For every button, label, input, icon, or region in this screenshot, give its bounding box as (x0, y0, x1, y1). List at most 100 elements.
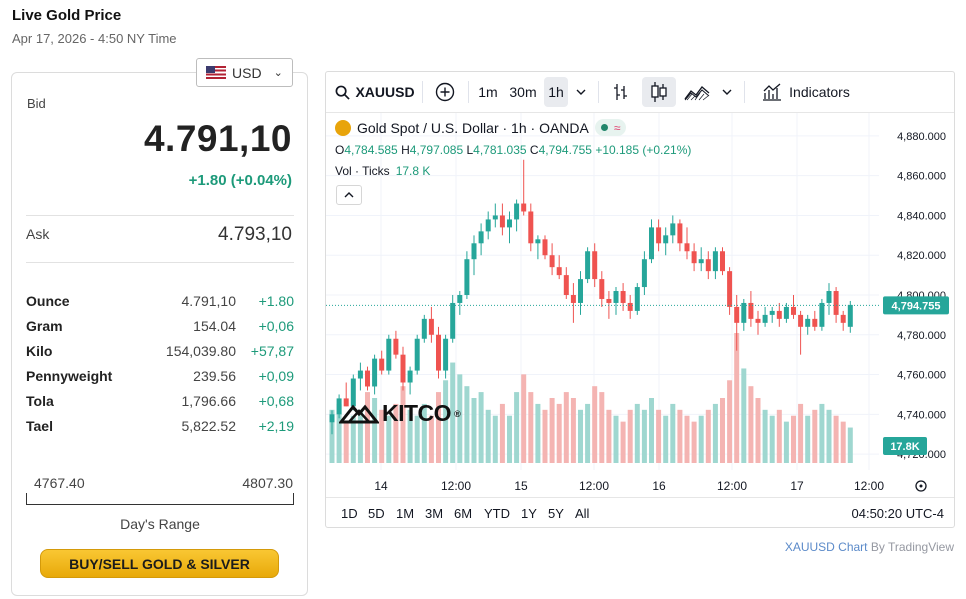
x-tick-label: 12:00 (854, 479, 884, 493)
candle-body (712, 251, 718, 272)
volume-bar (641, 409, 647, 463)
candle-body (386, 338, 392, 371)
y-tick-label: 4,760.000 (897, 370, 946, 382)
volume-bar (585, 403, 591, 463)
volume-bar (357, 409, 363, 463)
volume-legend: Vol · Ticks 17.8 K (335, 164, 430, 178)
volume-bar (386, 415, 392, 463)
candle-body (457, 295, 463, 303)
add-symbol-button[interactable] (430, 77, 460, 107)
candle-style-button[interactable] (642, 77, 676, 107)
candle-body (372, 358, 378, 387)
volume-bar (649, 398, 654, 463)
candle-body (755, 318, 761, 323)
volume-bar (556, 403, 562, 463)
volume-bar (798, 403, 804, 463)
candle-body (563, 275, 569, 295)
style-menu[interactable] (718, 77, 736, 107)
candle-body (471, 243, 477, 260)
volume-bar (627, 409, 633, 463)
volume-bar (478, 392, 484, 463)
range-bar (26, 493, 294, 505)
area-style-button[interactable] (682, 77, 712, 107)
candle-body (847, 304, 853, 327)
range-high: 4807.30 (242, 475, 293, 491)
volume-bar (599, 392, 605, 463)
volume-bar (812, 409, 818, 463)
close-label: C (529, 143, 539, 157)
candle-body (599, 279, 605, 299)
collapse-legend-button[interactable] (336, 185, 362, 205)
x-tick-label: 17 (790, 479, 804, 493)
candle-body (578, 279, 583, 303)
price-chart[interactable]: XAUUSD 1m 30m 1h Indicators 4,88 (325, 71, 955, 528)
range-1d[interactable]: 1D (341, 506, 358, 521)
volume-bar (705, 409, 711, 463)
page-datetime: Apr 17, 2026 - 4:50 NY Time (12, 31, 177, 46)
bar-style-button[interactable] (608, 77, 634, 107)
indicators-button[interactable]: Indicators (756, 77, 856, 107)
divider (26, 215, 294, 216)
candle-body (485, 219, 491, 232)
currency-label: USD (232, 64, 262, 81)
toolbar-divider (422, 81, 423, 103)
candle-body (684, 243, 690, 252)
indicators-label: Indicators (789, 84, 850, 100)
volume-bar (443, 380, 449, 463)
y-tick-label: 4,840.000 (897, 210, 946, 222)
range-ytd[interactable]: YTD (484, 506, 510, 521)
unit-name: Gram (26, 317, 63, 334)
range-5d[interactable]: 5D (368, 506, 385, 521)
candle-body (343, 398, 349, 407)
range-1m[interactable]: 1M (396, 506, 415, 521)
candle-body (634, 287, 640, 311)
candle-body (720, 251, 725, 272)
candle-body (450, 302, 456, 339)
candle-body (414, 338, 420, 371)
volume-bar (769, 415, 775, 463)
candle-body (443, 338, 449, 371)
range-all[interactable]: All (575, 506, 590, 521)
volume-bar (712, 403, 718, 463)
volume-bar (485, 409, 491, 463)
candle-body (791, 306, 796, 315)
chart-legend-title: Gold Spot / U.S. Dollar · 1h · OANDA ≈ (335, 119, 627, 136)
interval-menu[interactable] (572, 77, 590, 107)
candle-body (627, 302, 633, 311)
range-3m[interactable]: 3M (425, 506, 444, 521)
area-chart-icon (684, 86, 710, 101)
range-1y[interactable]: 1Y (521, 506, 537, 521)
toolbar-divider (598, 81, 599, 103)
range-5y[interactable]: 5Y (548, 506, 564, 521)
volume-bar (428, 415, 434, 463)
chart-title: Gold Spot / U.S. Dollar · 1h · OANDA (357, 119, 589, 136)
toolbar-divider (744, 81, 745, 103)
volume-bar (393, 403, 399, 463)
range-6m[interactable]: 6M (454, 506, 473, 521)
volume-bar (528, 392, 534, 463)
settings-gear-icon[interactable] (915, 480, 927, 492)
candle-body (833, 291, 839, 315)
candle-body (620, 291, 626, 303)
volume-bar (379, 409, 385, 463)
unit-row: Gram 154.04 +0,06 (26, 313, 294, 338)
divider (26, 262, 294, 263)
volume-value: 17.8 K (395, 164, 431, 178)
chart-clock: 04:50:20 UTC-4 (851, 506, 945, 521)
interval-30m[interactable]: 30m (509, 84, 537, 100)
candle-body (336, 398, 342, 415)
volume-bar (684, 415, 690, 463)
us-flag-icon (206, 66, 226, 79)
tradingview-credit[interactable]: XAUUSD Chart By TradingView (785, 540, 954, 554)
chevron-up-icon (344, 192, 354, 198)
candle-body (734, 306, 740, 323)
interval-1m[interactable]: 1m (478, 84, 498, 100)
bid-label: Bid (27, 96, 46, 111)
currency-select[interactable]: USD ⌄ (196, 58, 293, 87)
interval-1h[interactable]: 1h (544, 77, 568, 107)
buy-sell-button[interactable]: BUY/SELL GOLD & SILVER (40, 549, 279, 578)
symbol-search[interactable]: XAUUSD (334, 77, 416, 107)
ask-price: 4.793,10 (218, 224, 292, 245)
candlestick-plot[interactable]: 4,880.0004,860.0004,840.0004,820.0004,80… (326, 113, 954, 496)
candle-body (641, 259, 647, 288)
